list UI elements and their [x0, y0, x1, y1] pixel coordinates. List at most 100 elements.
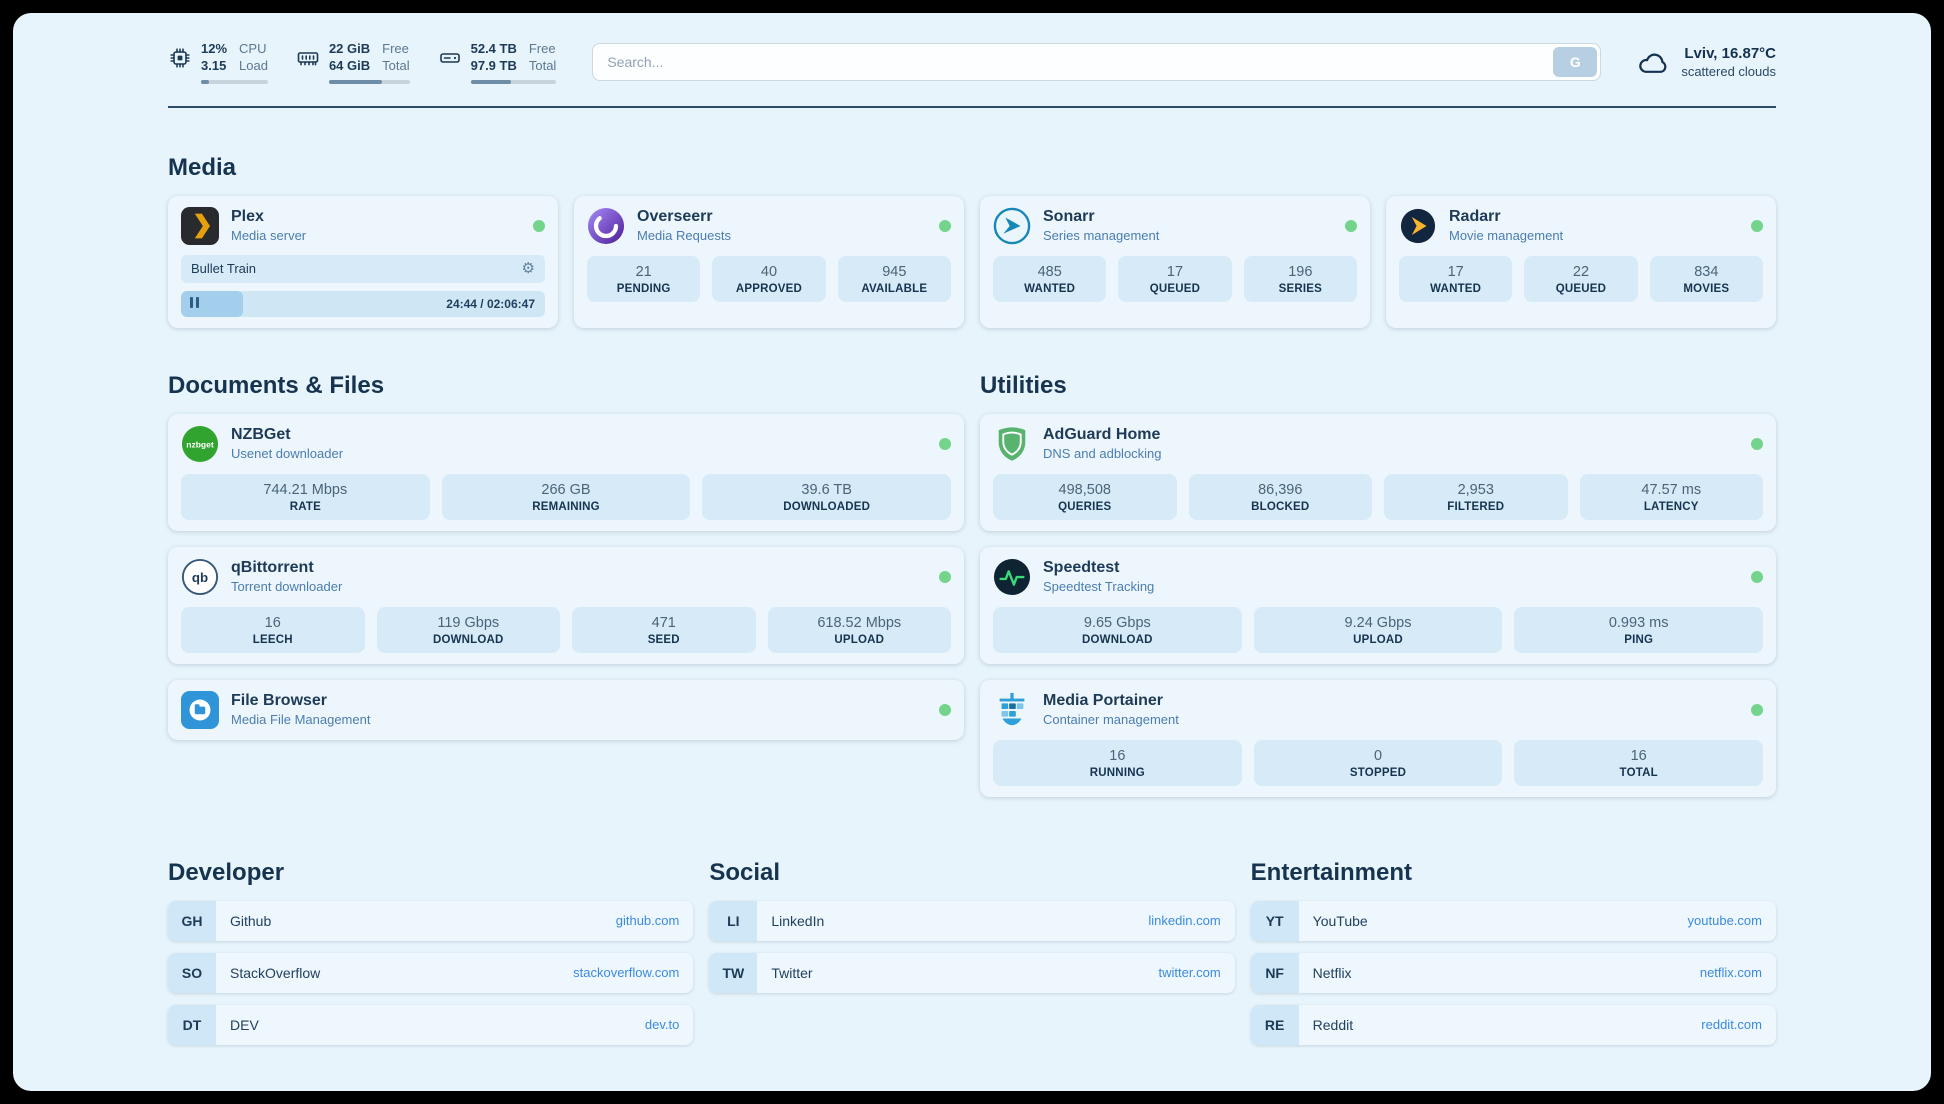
stat-tile: 9.65 Gbps DOWNLOAD [993, 606, 1242, 653]
bookmark-abbr: YT [1250, 900, 1299, 941]
search-bar: G [592, 43, 1602, 82]
service-name: File Browser [231, 692, 328, 710]
bookmark-reddit[interactable]: RE Reddit reddit.com [1250, 1004, 1776, 1045]
plex-progress-bar[interactable]: 24:44 / 02:06:47 [181, 290, 545, 317]
bookmark-linkedin[interactable]: LI LinkedIn linkedin.com [709, 900, 1235, 941]
ram-total-label: Total [382, 57, 410, 73]
stat-tile: 0.993 ms PING [1514, 606, 1764, 653]
bookmark-abbr: LI [709, 900, 758, 941]
stat-tile: 16 LEECH [181, 606, 365, 653]
service-card-filebrowser[interactable]: File Browser Media File Management [168, 679, 964, 740]
stat-label: QUEUED [1149, 282, 1201, 295]
disk-stat: 52.4 TB 97.9 TB Free Total [438, 41, 557, 84]
stat-tile: 196 SERIES [1243, 255, 1357, 302]
stat-label: STOPPED [1349, 766, 1407, 779]
service-card-nzbget[interactable]: nzbget NZBGet Usenet downloader 744.21 M… [168, 413, 964, 531]
stat-value: 498,508 [1058, 481, 1111, 498]
disk-icon [438, 46, 462, 70]
stat-value: 17 [1447, 263, 1464, 280]
service-card-portainer[interactable]: Media Portainer Container management 16 … [980, 679, 1776, 797]
bookmark-url[interactable]: youtube.com [1687, 913, 1762, 929]
cpu-stat: 12% 3.15 CPU Load [168, 41, 268, 84]
filebrowser-icon [181, 690, 219, 729]
bookmark-youtube[interactable]: YT YouTube youtube.com [1250, 900, 1776, 941]
stat-value: 945 [882, 263, 907, 280]
status-dot [939, 437, 951, 450]
overseerr-icon [587, 207, 625, 245]
bookmark-name: Netflix [1312, 964, 1352, 981]
service-card-qbittorrent[interactable]: qb qBittorrent Torrent downloader 16 LEE… [168, 546, 964, 664]
service-card-sonarr[interactable]: Sonarr Series management 485 WANTED 17 Q… [980, 195, 1370, 328]
stat-label: MOVIES [1683, 282, 1730, 295]
service-card-radarr[interactable]: Radarr Movie management 17 WANTED 22 QUE… [1386, 195, 1776, 328]
stat-value: 2,953 [1457, 481, 1494, 498]
bookmark-name: DEV [230, 1016, 259, 1033]
weather-widget: Lviv, 16.87°C scattered clouds [1637, 45, 1776, 79]
ram-icon [296, 46, 320, 70]
stat-label: RUNNING [1089, 766, 1145, 779]
stat-value: 119 Gbps [437, 614, 500, 631]
ram-stat: 22 GiB 64 GiB Free Total [296, 41, 410, 84]
disk-free-value: 52.4 TB [470, 41, 517, 56]
weather-location: Lviv, 16.87°C [1684, 45, 1776, 63]
bookmark-url[interactable]: linkedin.com [1148, 913, 1221, 929]
stat-tile: 47.57 ms LATENCY [1579, 473, 1763, 520]
dashboard-page: 12% 3.15 CPU Load [13, 13, 1931, 1091]
service-desc: Media File Management [231, 712, 371, 728]
nzbget-icon: nzbget [181, 425, 219, 463]
service-card-overseerr[interactable]: Overseerr Media Requests 21 PENDING 40 A… [574, 195, 964, 328]
service-card-adguard[interactable]: AdGuard Home DNS and adblocking 498,508 … [980, 413, 1776, 531]
bookmark-url[interactable]: netflix.com [1699, 965, 1762, 981]
section-social: Social LI LinkedIn linkedin.com TW Twitt… [709, 858, 1235, 1057]
service-name: Radarr [1449, 208, 1501, 226]
service-name: qBittorrent [231, 559, 314, 577]
service-card-plex[interactable]: Plex Media server Bullet Train ⚙ 24:44 /… [168, 195, 558, 328]
bookmark-dev[interactable]: DT DEV dev.to [168, 1004, 694, 1045]
gear-icon[interactable]: ⚙ [521, 260, 535, 278]
stat-label: FILTERED [1447, 500, 1505, 513]
bookmark-url[interactable]: github.com [615, 913, 680, 929]
stat-tile: 22 QUEUED [1524, 255, 1638, 302]
bookmark-name: StackOverflow [230, 964, 321, 981]
stat-tile: 40 APPROVED [712, 255, 826, 302]
stat-value: 9.65 Gbps [1083, 614, 1151, 631]
stat-tile: 17 QUEUED [1118, 255, 1232, 302]
service-card-speedtest[interactable]: Speedtest Speedtest Tracking 9.65 Gbps D… [980, 546, 1776, 664]
documents-section-title: Documents & Files [168, 371, 385, 399]
bookmark-stackoverflow[interactable]: SO StackOverflow stackoverflow.com [168, 952, 694, 993]
bookmark-twitter[interactable]: TW Twitter twitter.com [709, 952, 1235, 993]
social-section-title: Social [709, 858, 781, 886]
stat-label: RATE [289, 500, 321, 513]
bookmark-netflix[interactable]: NF Netflix netflix.com [1250, 952, 1776, 993]
service-desc: DNS and adblocking [1043, 446, 1162, 462]
service-desc: Media server [231, 228, 307, 244]
pause-icon[interactable] [190, 295, 202, 313]
bookmark-url[interactable]: reddit.com [1701, 1017, 1762, 1033]
developer-section-title: Developer [168, 858, 285, 886]
stat-label: DOWNLOADED [783, 500, 871, 513]
bookmark-url[interactable]: stackoverflow.com [573, 965, 680, 981]
stat-tile: 266 GB REMAINING [441, 473, 691, 520]
search-input[interactable] [592, 43, 1602, 82]
search-provider-button[interactable]: G [1553, 47, 1598, 78]
stat-value: 16 [1109, 747, 1126, 764]
stat-tile: 16 TOTAL [1514, 739, 1764, 786]
plex-now-playing: Bullet Train ⚙ [181, 254, 545, 283]
bookmark-url[interactable]: twitter.com [1158, 965, 1221, 981]
bookmark-url[interactable]: dev.to [644, 1017, 680, 1033]
bookmark-github[interactable]: GH Github github.com [168, 900, 694, 941]
stat-value: 0 [1373, 747, 1383, 764]
service-desc: Torrent downloader [231, 579, 343, 595]
stat-value: 40 [760, 263, 778, 280]
weather-condition: scattered clouds [1681, 64, 1776, 80]
stat-label: QUEUED [1555, 282, 1607, 295]
status-dot [939, 570, 951, 583]
bookmark-abbr: TW [709, 952, 758, 993]
stat-value: 834 [1694, 263, 1719, 280]
stat-label: PING [1624, 633, 1654, 646]
stat-label: BLOCKED [1251, 500, 1310, 513]
media-section-title: Media [168, 153, 237, 181]
stat-tile: 471 SEED [572, 606, 756, 653]
bookmark-name: YouTube [1312, 912, 1368, 929]
cpu-usage-value: 12% [201, 41, 228, 56]
